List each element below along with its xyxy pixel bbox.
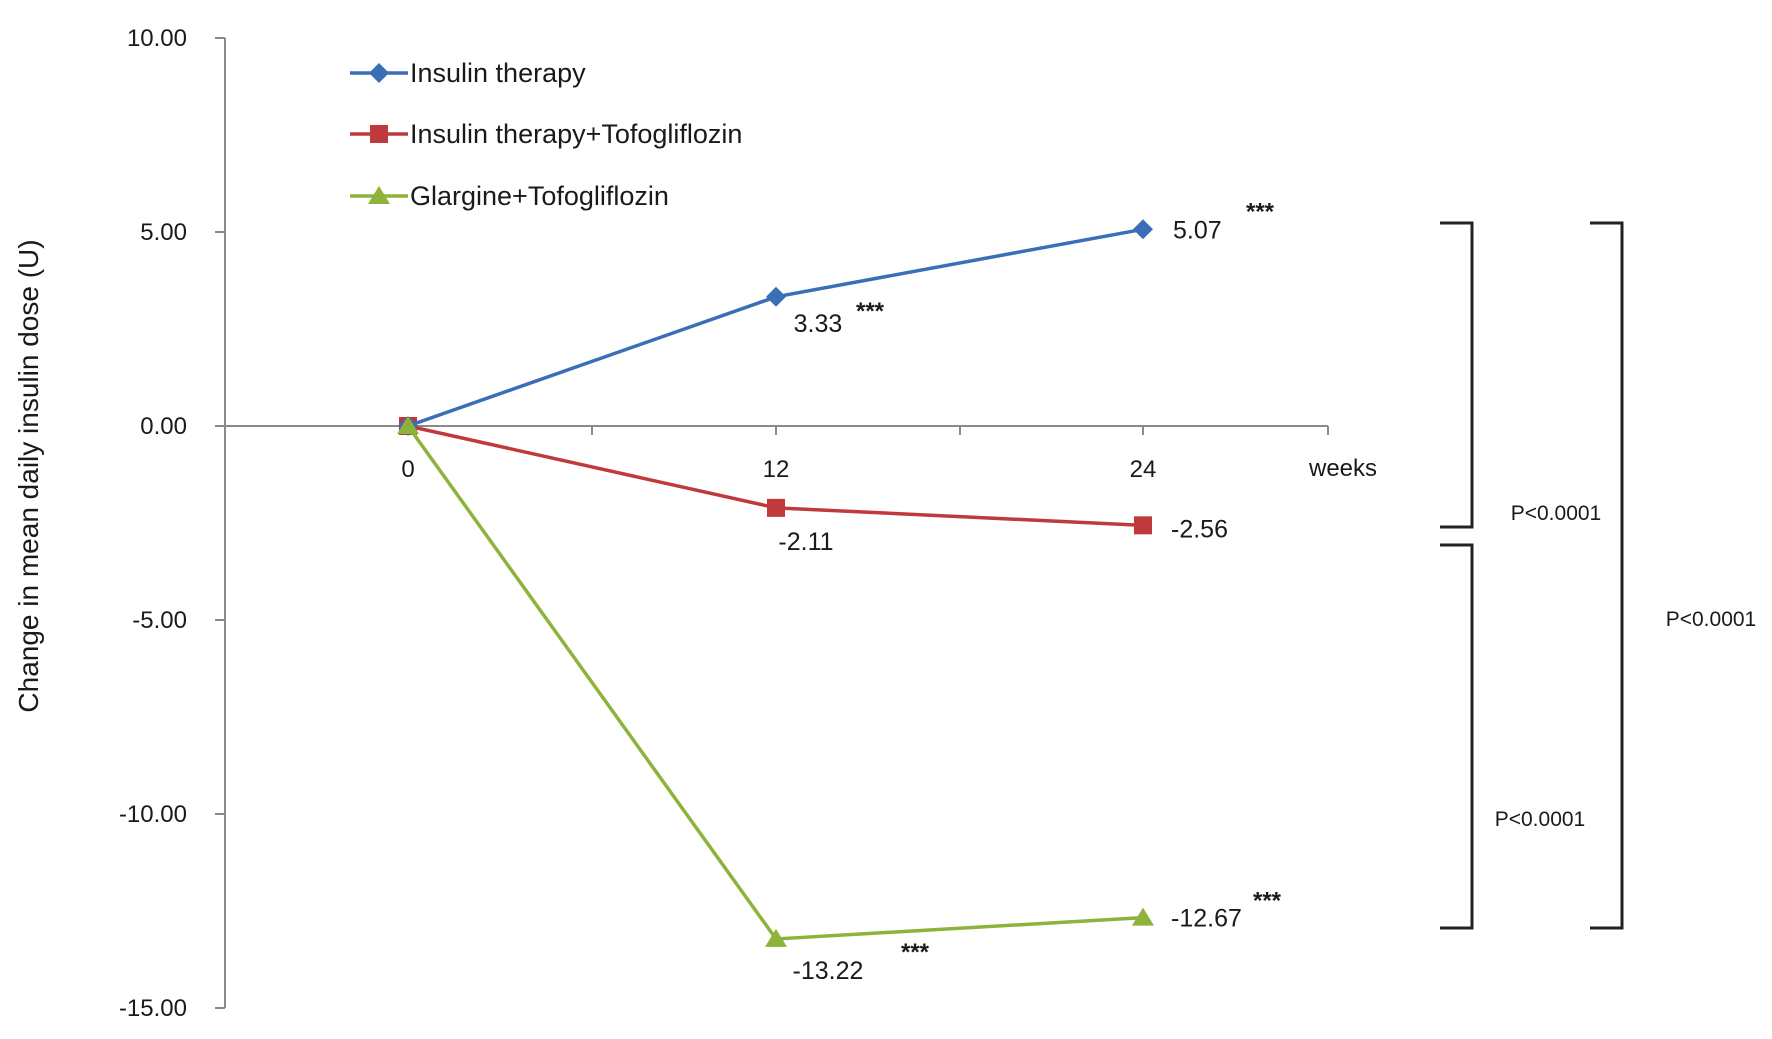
- legend-label: Insulin therapy: [410, 58, 586, 88]
- y-tick-label: 5.00: [140, 219, 187, 246]
- data-label: -13.22: [793, 957, 864, 985]
- p-value-label: P<0.0001: [1511, 502, 1602, 525]
- data-labels: 3.33 *** 5.07 *** -2.11 -2.56 -13.22 *** -12.67 *…: [778, 198, 1281, 985]
- significance-marker: ***: [856, 298, 885, 325]
- data-point: [368, 186, 390, 204]
- y-tick-label: -5.00: [132, 607, 187, 634]
- data-label: 5.07: [1173, 216, 1222, 244]
- y-tick-label: 0.00: [140, 413, 187, 440]
- legend-label: Insulin therapy+Tofogliflozin: [410, 119, 742, 149]
- y-tick-label: 10.00: [127, 25, 187, 52]
- x-tick-label: 0: [401, 456, 414, 483]
- legend-label: Glargine+Tofogliflozin: [410, 181, 669, 211]
- legend-entry: Insulin therapy+Tofogliflozin: [350, 119, 742, 149]
- data-point: [1132, 907, 1154, 926]
- comparison-brackets: P<0.0001 P<0.0001 P<0.0001: [1440, 221, 1757, 930]
- bracket-line: [1590, 221, 1624, 930]
- data-label: -2.11: [778, 528, 833, 556]
- data-point: [397, 416, 419, 434]
- data-label: -12.67: [1171, 905, 1242, 933]
- p-value-label: P<0.0001: [1495, 808, 1586, 831]
- x-tick-label: 24: [1130, 456, 1157, 483]
- y-axis: 10.00 5.00 0.00 -5.00 -10.00 -15.00: [119, 25, 226, 1022]
- x-axis: 0 12 24: [224, 425, 1329, 483]
- comparison-bracket: P<0.0001: [1590, 221, 1757, 930]
- y-tick-label: -10.00: [119, 801, 187, 828]
- data-point: [765, 928, 787, 947]
- data-point: [370, 125, 388, 143]
- p-value-label: P<0.0001: [1666, 608, 1757, 631]
- series-layer: [397, 219, 1154, 947]
- legend: Insulin therapy Insulin therapy+Tofoglifl…: [350, 58, 742, 211]
- significance-marker: ***: [1246, 198, 1275, 225]
- comparison-bracket: P<0.0001: [1440, 543, 1586, 930]
- y-tick-label: -15.00: [119, 995, 187, 1022]
- legend-entry: Insulin therapy: [350, 58, 586, 88]
- comparison-bracket: P<0.0001: [1440, 221, 1602, 529]
- data-label: 3.33: [794, 310, 843, 338]
- data-point: [767, 498, 785, 517]
- y-axis-title: Change in mean daily insulin dose (U): [13, 239, 44, 712]
- significance-marker: ***: [1253, 888, 1282, 915]
- series-line: [407, 227, 1144, 428]
- bracket-line: [1440, 543, 1474, 930]
- x-axis-title: weeks: [1308, 455, 1377, 482]
- bracket-line: [1440, 221, 1474, 529]
- legend-entry: Glargine+Tofogliflozin: [350, 181, 669, 211]
- data-point: [369, 63, 389, 83]
- series-0: [398, 219, 1153, 436]
- series-2: [397, 416, 1154, 947]
- data-point: [1134, 516, 1152, 535]
- x-tick-label: 12: [763, 456, 790, 483]
- data-point: [766, 286, 786, 307]
- data-point: [1133, 219, 1153, 240]
- data-label: -2.56: [1171, 515, 1228, 543]
- significance-marker: ***: [901, 939, 930, 966]
